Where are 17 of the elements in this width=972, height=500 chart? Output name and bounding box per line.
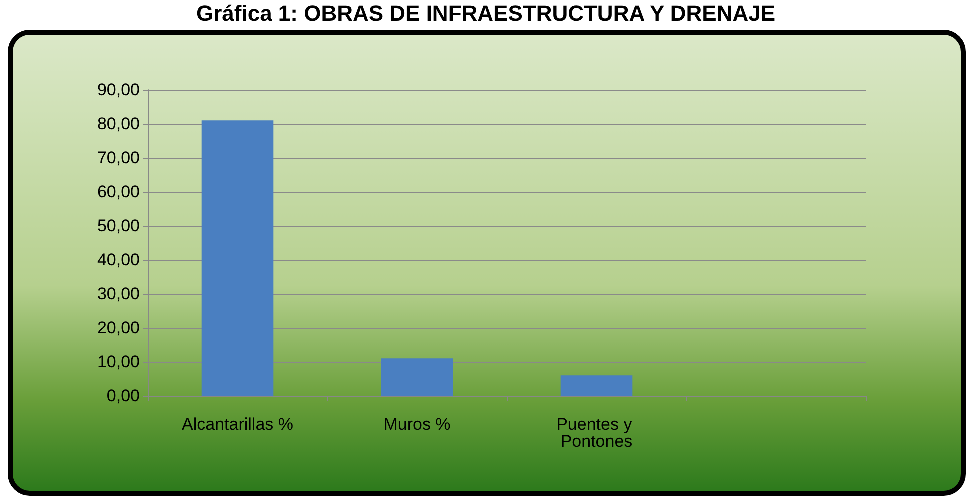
x-tick-label: Muros % [384, 415, 451, 434]
y-tick-label: 90,00 [97, 80, 140, 100]
x-tick-label: Alcantarillas % [182, 415, 294, 434]
y-tick-label: 40,00 [97, 250, 140, 270]
bar [560, 376, 633, 396]
y-tick-label: 60,00 [97, 182, 140, 202]
y-tick-label: 30,00 [97, 284, 140, 304]
y-tick-label: 50,00 [97, 216, 140, 236]
y-tick-label: 10,00 [97, 352, 140, 372]
y-tick-label: 70,00 [97, 148, 140, 168]
y-tick-label: 80,00 [97, 114, 140, 134]
chart-title: Gráfica 1: OBRAS DE INFRAESTRUCTURA Y DRENAJE [195, 0, 777, 28]
y-tick-label: 20,00 [97, 318, 140, 338]
bar [381, 358, 454, 396]
bar [202, 120, 274, 396]
y-tick-label: 0,00 [106, 386, 140, 406]
x-tick-label: Puentes y Pontones [556, 415, 637, 451]
